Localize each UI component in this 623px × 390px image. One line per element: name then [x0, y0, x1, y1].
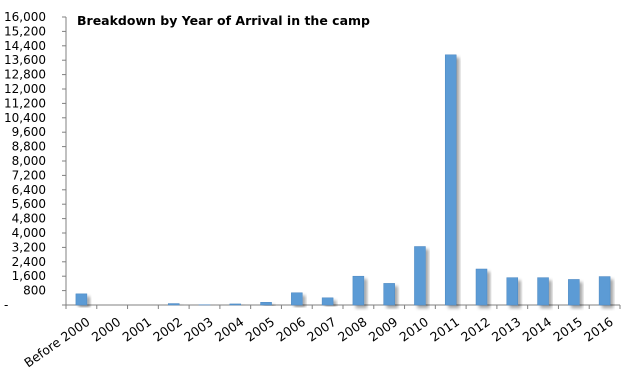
x-tick-label: 2012 — [458, 314, 493, 345]
x-tick-label: 2001 — [120, 314, 155, 345]
y-tick-label: 4,800 — [12, 212, 46, 226]
y-tick-label: 4,000 — [12, 226, 46, 240]
bar-series — [75, 54, 611, 306]
y-tick-label: 3,200 — [12, 240, 46, 254]
bar — [475, 268, 488, 306]
x-axis: Before 200020002001200220032004200520062… — [21, 304, 621, 370]
bar — [229, 303, 242, 306]
bar — [321, 297, 334, 306]
bar — [444, 54, 457, 306]
y-tick-label: 6,400 — [12, 183, 46, 197]
bar — [568, 279, 580, 306]
y-tick-label: - — [4, 298, 8, 312]
x-tick-label: 2004 — [212, 314, 247, 345]
bar — [352, 275, 365, 306]
bar — [598, 276, 611, 306]
bar — [537, 277, 549, 306]
y-axis: - 8001,6002,4003,2004,0004,8005,6006,4007… — [4, 10, 67, 312]
chart-title: Breakdown by Year of Arrival in the camp — [77, 13, 370, 28]
x-tick-label: 2016 — [581, 314, 616, 345]
y-tick-label: 5,600 — [12, 197, 46, 211]
y-tick-label: 13,600 — [4, 53, 46, 67]
bar — [383, 283, 395, 306]
x-tick-label: 2014 — [520, 314, 555, 345]
bar — [291, 292, 303, 306]
y-tick-label: 2,400 — [12, 255, 46, 269]
x-tick-label: 2005 — [243, 314, 278, 345]
y-tick-label: 9,600 — [12, 125, 46, 139]
y-tick-label: 8,800 — [12, 140, 46, 154]
x-tick-label: 2006 — [273, 314, 308, 345]
y-tick-label: 8,000 — [12, 154, 46, 168]
y-tick-label: 11,200 — [4, 96, 46, 110]
y-tick-label: 1,600 — [12, 269, 46, 283]
x-tick-label: 2009 — [366, 314, 401, 345]
x-tick-label: 2013 — [489, 314, 524, 345]
y-tick-label: 7,200 — [12, 168, 46, 182]
bar — [167, 303, 180, 306]
bar — [414, 246, 426, 306]
x-tick-label: 2007 — [304, 314, 339, 345]
x-tick-label: 2015 — [550, 314, 585, 345]
bar — [506, 277, 519, 306]
y-tick-label: 16,000 — [4, 10, 46, 24]
x-tick-label: 2008 — [335, 314, 370, 345]
x-tick-label: 2003 — [181, 314, 216, 345]
y-tick-label: 15,200 — [4, 24, 46, 38]
x-tick-label: 2010 — [397, 314, 432, 345]
x-tick-label: 2011 — [427, 314, 462, 345]
y-tick-label: 14,400 — [4, 39, 46, 53]
y-tick-label: 10,400 — [4, 111, 46, 125]
bar — [75, 293, 88, 306]
bar — [260, 302, 272, 306]
x-tick-label: Before 2000 — [21, 314, 92, 370]
x-tick-label: 2000 — [89, 314, 124, 345]
x-tick-label: 2002 — [150, 314, 185, 345]
y-tick-label: 800 — [23, 284, 46, 298]
y-tick-label: 12,800 — [4, 68, 46, 82]
y-tick-label: 12,000 — [4, 82, 46, 96]
